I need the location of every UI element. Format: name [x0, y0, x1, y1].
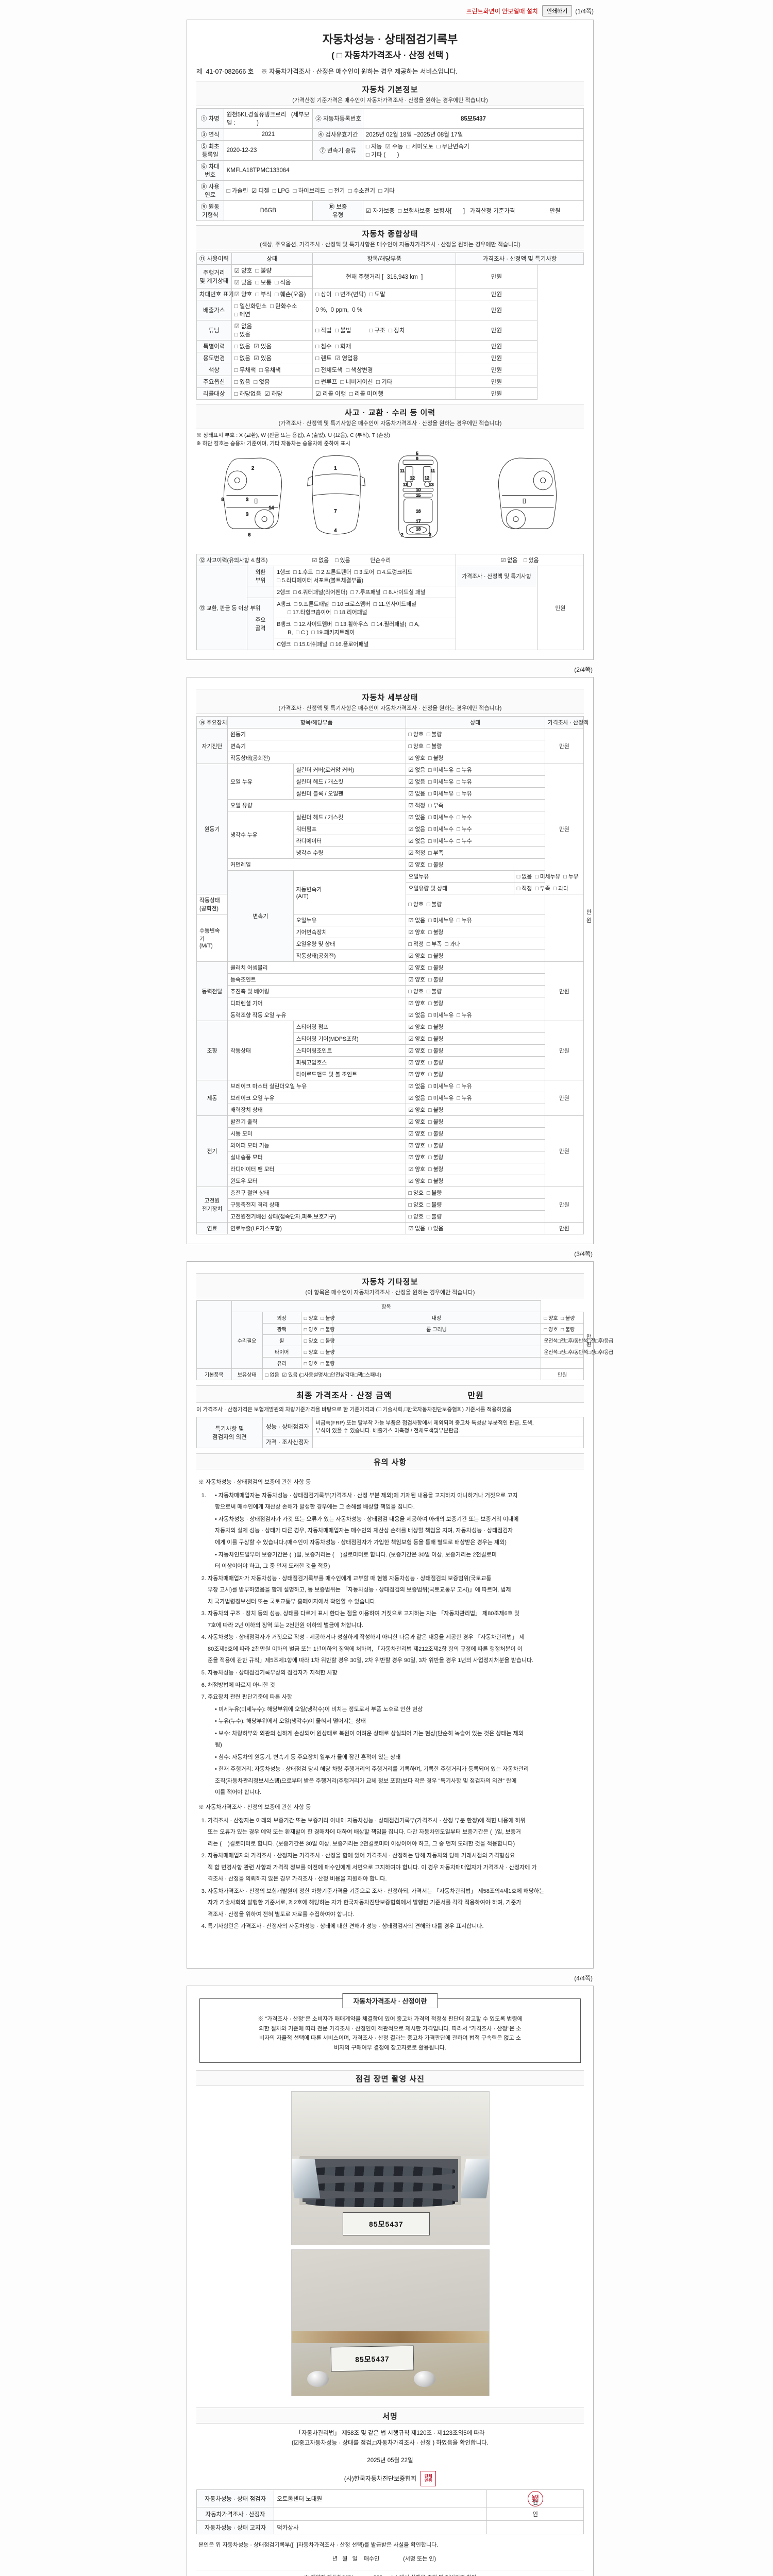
svg-text:4: 4	[334, 528, 337, 533]
svg-text:1: 1	[334, 465, 337, 470]
svg-text:14: 14	[268, 505, 274, 510]
svg-text:13: 13	[429, 482, 434, 487]
svg-text:3: 3	[429, 532, 431, 537]
svg-text:12: 12	[425, 475, 430, 480]
svg-text:3: 3	[246, 511, 248, 516]
svg-text:9: 9	[416, 456, 418, 461]
svg-text:12: 12	[410, 475, 415, 480]
svg-text:10: 10	[416, 487, 421, 492]
svg-text:16: 16	[416, 509, 421, 514]
svg-text:7: 7	[334, 509, 337, 514]
svg-text:6: 6	[248, 532, 250, 537]
svg-text:18: 18	[416, 526, 421, 531]
svg-text:5: 5	[416, 451, 418, 456]
svg-text:2: 2	[401, 532, 404, 537]
svg-text:2: 2	[251, 465, 254, 470]
svg-text:17: 17	[416, 518, 421, 523]
svg-text:11: 11	[400, 468, 405, 473]
svg-text:13: 13	[403, 482, 408, 487]
svg-text:3: 3	[246, 497, 248, 502]
svg-text:15: 15	[416, 493, 421, 498]
svg-text:11: 11	[431, 468, 435, 473]
svg-text:8: 8	[221, 497, 224, 502]
